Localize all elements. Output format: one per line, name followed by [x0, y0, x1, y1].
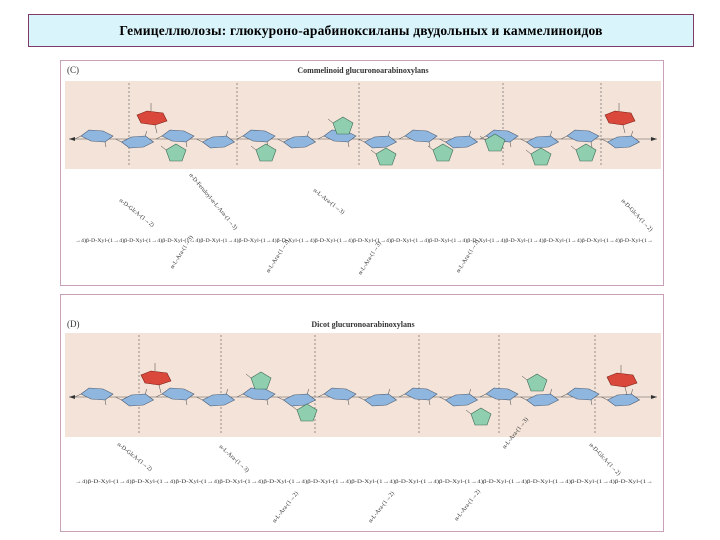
xylose-residue [201, 135, 236, 149]
panel-d-structure [65, 333, 661, 437]
substituent-label: α-D-GlcA-(1→2) [118, 197, 156, 229]
arabinose-residue [375, 147, 397, 166]
glucuronic-acid-residue [136, 110, 168, 126]
xylose-residue [363, 393, 398, 407]
substituent-label: α-D-Feruloyl-α-L-Ara-(1→3) [187, 172, 238, 231]
xylose-residue [80, 387, 114, 401]
substituent-label: α-L-Ara-(1→2) [271, 490, 300, 524]
panel-d-label: (D) [67, 319, 80, 329]
xylose-residue [606, 393, 641, 407]
xylose-residue [120, 135, 155, 149]
xylose-residue [161, 387, 195, 401]
xylose-residue [363, 135, 398, 149]
arabinose-residue [332, 116, 354, 135]
xylose-residue [120, 393, 155, 407]
xylose-residue [444, 393, 479, 407]
xylose-residue [566, 387, 600, 401]
panel-d-title: Dicot glucuronoarabinoxylans [311, 320, 414, 329]
arabinose-residue [530, 147, 552, 166]
panel-c-title: Commelinoid glucuronoarabinoxylans [297, 66, 428, 75]
substituent-label: α-L-Ara-(1→3) [312, 187, 346, 216]
panel-c-figure: (C) Commelinoid glucuronoarabinoxylans α… [65, 65, 661, 276]
panel-c-substituents: α-D-GlcA-(1→2) α-D-Feruloyl-α-L-Ara-(1→3)… [118, 172, 654, 276]
arabinose-residue [432, 143, 454, 162]
panel-dicot-glucuronoarabinoxylans: (D) Dicot glucuronoarabinoxylans α-D-Glc… [60, 294, 664, 532]
substituent-label: α-L-Ara-(1→2) [453, 488, 482, 522]
slide-title: Гемицеллюлозы: глюкуроно-арабиноксиланы … [119, 22, 603, 38]
slide-title-box: Гемицеллюлозы: глюкуроно-арабиноксиланы … [28, 14, 694, 47]
glucuronic-acid-residue [604, 110, 636, 126]
glucuronic-acid-residue [140, 370, 172, 386]
panel-commelinoid-glucuronoarabinoxylans: (C) Commelinoid glucuronoarabinoxylans α… [60, 60, 664, 286]
arabinose-residue [296, 403, 318, 422]
xylose-residue [201, 393, 236, 407]
xylose-residue [606, 135, 641, 149]
backbone-band [65, 81, 661, 169]
panel-d-figure: (D) Dicot glucuronoarabinoxylans α-D-Glc… [65, 319, 661, 524]
xylose-residue [525, 393, 560, 407]
substituent-label: α-L-Ara-(1→3) [357, 240, 383, 276]
arabinose-residue [250, 371, 272, 390]
glucuronic-acid-residue [606, 372, 638, 388]
xylose-residue [525, 135, 560, 149]
xylose-residue [444, 135, 479, 149]
substituent-label: α-L-Ara-(1→2) [367, 490, 396, 524]
xylose-residue [282, 393, 317, 407]
backbone-band [65, 333, 661, 437]
arabinose-residue [526, 373, 548, 392]
panel-c-structure [65, 81, 661, 169]
arabinose-residue [470, 407, 492, 426]
substituent-label: α-D-GlcA-(1→2) [116, 441, 154, 473]
xylose-residue [404, 129, 438, 143]
xylose-residue [161, 129, 195, 143]
substituent-label: α-D-GlcA-(1→2) [588, 442, 623, 477]
arabinose-residue [484, 133, 506, 152]
substituent-label: α-D-GlcA-(1→2) [620, 198, 655, 233]
xylose-residue [80, 129, 114, 143]
xylose-residue [242, 387, 276, 401]
chain-arrow-left-icon [69, 395, 75, 399]
xylose-residue [282, 135, 317, 149]
arabinose-residue [165, 143, 187, 162]
xylose-residue [242, 129, 276, 143]
substituent-label: α-L-Ara-(1→3) [218, 443, 251, 473]
chain-arrow-right-icon [651, 137, 657, 141]
xylose-residue [323, 387, 357, 401]
arabinose-residue [255, 143, 277, 162]
xylose-residue [404, 387, 438, 401]
chain-arrow-left-icon [69, 137, 75, 141]
chain-arrow-right-icon [651, 395, 657, 399]
panel-d-chain: →4)β-D-Xyl-(1→4)β-D-Xyl-(1→4)β-D-Xyl-(1→… [75, 478, 653, 485]
xylose-residue [566, 129, 600, 143]
panel-c-chain: →4)β-D-Xyl-(1→4)β-D-Xyl-(1→4)β-D-Xyl-(1→… [75, 237, 653, 244]
panel-c-label: (C) [67, 65, 79, 75]
xylose-residue [485, 387, 519, 401]
arabinose-residue [575, 143, 597, 162]
